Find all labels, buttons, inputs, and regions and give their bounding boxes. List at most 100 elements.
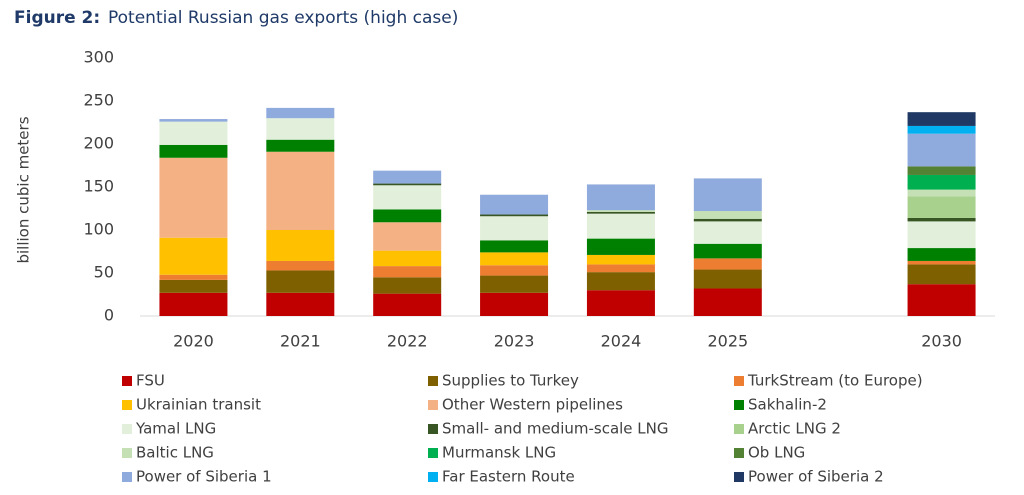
bar-segment — [266, 230, 335, 261]
bar-segment — [266, 151, 335, 230]
bar-segment — [480, 216, 549, 241]
y-tick-label: 200 — [83, 134, 114, 153]
y-tick-label: 0 — [104, 306, 114, 325]
bar-segment — [373, 222, 442, 251]
bar-segment — [373, 183, 442, 186]
bar-segment — [159, 144, 228, 158]
bar-segment — [907, 221, 976, 249]
y-tick-label: 300 — [83, 48, 114, 67]
bar-segment — [586, 184, 655, 211]
chart-title: Potential Russian gas exports (high case… — [108, 8, 458, 28]
bar-segment — [693, 178, 762, 212]
bar-segment — [907, 217, 976, 222]
legend-label: FSU — [136, 372, 165, 390]
legend-label: Sakhalin-2 — [748, 396, 827, 414]
bar-segment — [907, 264, 976, 285]
bar-segment — [373, 266, 442, 278]
legend-swatch — [428, 424, 438, 434]
bar-segment — [586, 290, 655, 316]
x-tick-label: 2025 — [707, 332, 748, 351]
legend-label: Supplies to Turkey — [442, 372, 579, 390]
bar-segment — [480, 214, 549, 217]
bar-segment — [373, 209, 442, 223]
bar-segment — [373, 170, 442, 184]
x-tick-label: 2020 — [173, 332, 214, 351]
bar-segment — [586, 272, 655, 291]
bar-segment — [693, 269, 762, 289]
legend-swatch — [428, 448, 438, 458]
legend-swatch — [734, 400, 744, 410]
bar-segment — [373, 185, 442, 210]
bar-segment — [586, 210, 655, 212]
bar-segment — [266, 139, 335, 152]
bar-segment — [159, 274, 228, 280]
legend-label: Yamal LNG — [135, 420, 216, 438]
y-axis-label: billion cubic meters — [15, 116, 33, 263]
bar-segment — [693, 221, 762, 244]
legend-label: Murmansk LNG — [442, 444, 556, 462]
bar-segment — [480, 252, 549, 266]
legend-label: TurkStream (to Europe) — [747, 372, 923, 390]
y-tick-label: 50 — [94, 263, 114, 282]
bar-segment — [693, 288, 762, 316]
bar-segment — [907, 166, 976, 175]
legend-label: Small- and medium-scale LNG — [442, 420, 669, 438]
legend-swatch — [734, 448, 744, 458]
x-tick-label: 2022 — [387, 332, 428, 351]
bar-segment — [907, 248, 976, 261]
legend-label: Ukrainian transit — [136, 396, 261, 414]
bar-segment — [159, 121, 228, 145]
legend-swatch — [122, 448, 132, 458]
legend-label: Baltic LNG — [136, 444, 214, 462]
bar-segment — [159, 237, 228, 275]
x-tick-label: 2030 — [921, 332, 962, 351]
title-label: Figure 2: — [14, 8, 100, 28]
bar-segment — [907, 125, 976, 134]
bar-segment — [266, 118, 335, 140]
legend-label: Ob LNG — [748, 444, 805, 462]
bar-segment — [586, 238, 655, 255]
bar-segment — [907, 260, 976, 265]
bar-segment — [159, 279, 228, 293]
bar-segment — [266, 107, 335, 119]
legend-label: Other Western pipelines — [442, 396, 623, 414]
legend-swatch — [428, 400, 438, 410]
bar-segment — [480, 194, 549, 215]
bar-segment — [586, 211, 655, 214]
bar-segment — [266, 292, 335, 316]
x-tick-label: 2023 — [494, 332, 535, 351]
bar-segment — [159, 292, 228, 316]
legend-label: Power of Siberia 2 — [748, 468, 884, 486]
bar-segment — [480, 275, 549, 293]
legend-swatch — [734, 424, 744, 434]
bar-segment — [480, 240, 549, 253]
bar-segment — [159, 157, 228, 238]
legend-swatch — [122, 424, 132, 434]
bar-segment — [373, 277, 442, 294]
bar-segment — [480, 265, 549, 276]
bar-segment — [373, 293, 442, 316]
bar-segment — [907, 133, 976, 167]
bar-segment — [266, 270, 335, 293]
x-tick-label: 2021 — [280, 332, 321, 351]
bar-segment — [907, 189, 976, 197]
bar-segment — [693, 211, 762, 219]
bar-segment — [907, 112, 976, 126]
bar-segment — [586, 264, 655, 273]
bar-segment — [266, 260, 335, 271]
legend-label: Power of Siberia 1 — [136, 468, 272, 486]
legend-label: Arctic LNG 2 — [748, 420, 841, 438]
bar-segment — [373, 250, 442, 267]
bar-segment — [907, 174, 976, 190]
legend-swatch — [122, 472, 132, 482]
bar-segment — [693, 258, 762, 270]
y-tick-label: 100 — [83, 220, 114, 239]
legend-swatch — [734, 376, 744, 386]
bar-segment — [586, 213, 655, 239]
legend-swatch — [734, 472, 744, 482]
bar-segment — [693, 218, 762, 222]
bar-segment — [693, 243, 762, 259]
bar-segment — [159, 119, 228, 122]
legend-label: Far Eastern Route — [442, 468, 575, 486]
